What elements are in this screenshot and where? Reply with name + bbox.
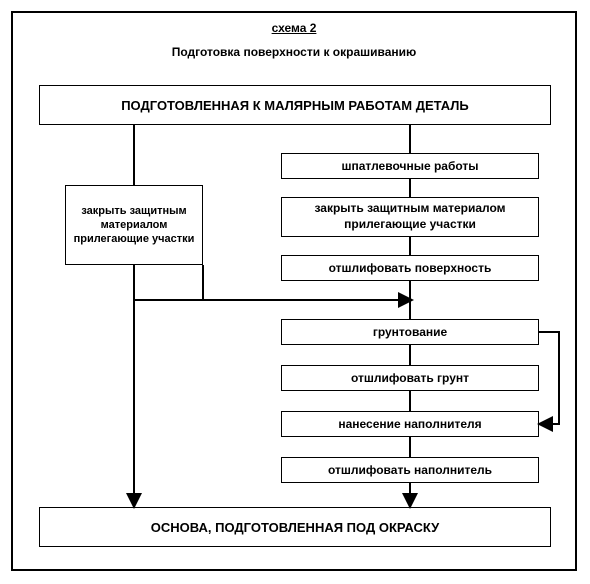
- flow-edges: [13, 13, 575, 569]
- diagram-frame: схема 2 Подготовка поверхности к окрашив…: [11, 11, 577, 571]
